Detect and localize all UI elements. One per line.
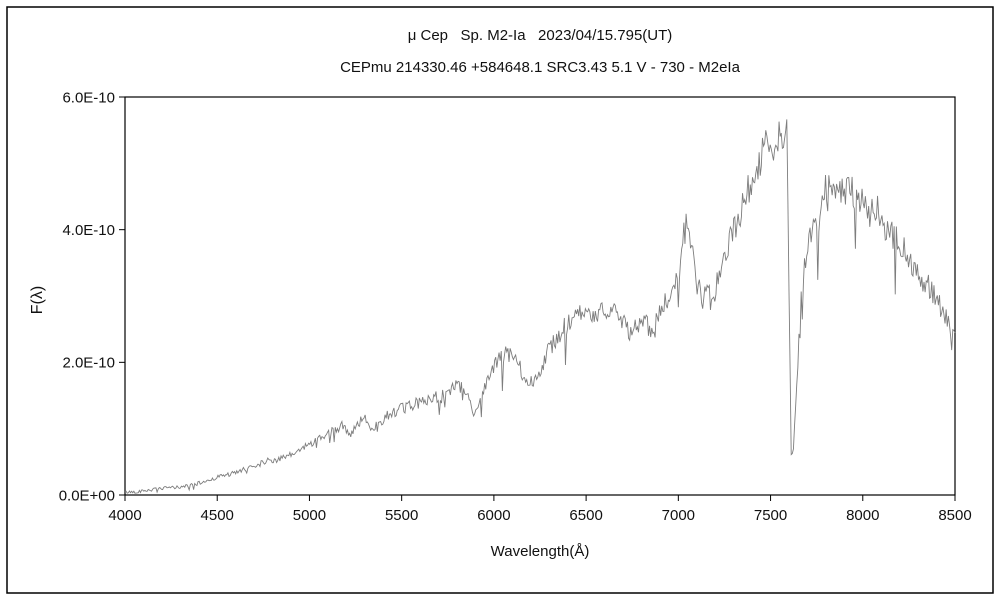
x-tick-label: 6500 — [569, 507, 602, 524]
x-axis-label: Wavelength(Å) — [491, 543, 590, 560]
chart-subtitle: CEPmu 214330.46 +584648.1 SRC3.43 5.1 V … — [340, 59, 741, 76]
axis-ticks: 4000 4500 5000 5500 6000 6500 7000 7500 8000 8500… — [59, 89, 972, 524]
y-tick-label: 2.0E-10 — [62, 355, 115, 372]
x-tick-label: 4000 — [108, 507, 141, 524]
x-tick-label: 8000 — [846, 507, 879, 524]
spectrum-line — [124, 119, 956, 494]
x-tick-label: 8500 — [938, 507, 971, 524]
y-tick-label: 6.0E-10 — [62, 89, 115, 106]
y-tick-label: 0.0E+00 — [59, 487, 115, 504]
x-tick-label: 6000 — [477, 507, 510, 524]
x-tick-label: 4500 — [201, 507, 234, 524]
y-tick-label: 4.0E-10 — [62, 222, 115, 239]
chart-title: μ Cep Sp. M2-Ia 2023/04/15.795(UT) — [408, 27, 673, 44]
x-tick-label: 5500 — [385, 507, 418, 524]
axes-box — [124, 96, 956, 496]
x-tick-label: 7000 — [662, 507, 695, 524]
x-tick-label: 7500 — [754, 507, 787, 524]
y-axis-label: F(λ) — [29, 286, 46, 314]
x-tick-label: 5000 — [293, 507, 326, 524]
outer-border — [6, 6, 994, 594]
